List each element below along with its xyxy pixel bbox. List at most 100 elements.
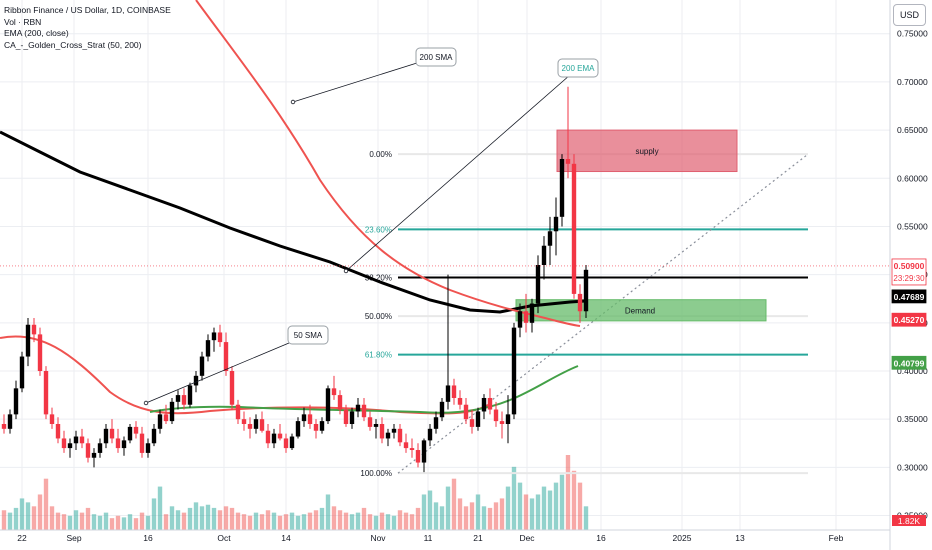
volume-bar <box>235 512 241 530</box>
candle-body <box>457 397 463 405</box>
candle-body <box>301 414 307 422</box>
volume-bar <box>253 512 259 530</box>
candle-body <box>67 443 73 449</box>
price-tick-label: 0.75000 <box>897 29 928 39</box>
candle-body <box>553 216 559 232</box>
price-tag-text: 0.40799 <box>894 358 925 368</box>
price-tag <box>891 289 927 304</box>
candle-body <box>415 450 421 463</box>
volume-bar <box>217 510 223 530</box>
candle-body <box>283 438 289 449</box>
volume-bar <box>205 504 211 530</box>
volume-bar <box>277 515 283 530</box>
volume-bar <box>319 507 325 530</box>
volume-bar <box>433 502 439 530</box>
sma-200-line <box>195 0 581 327</box>
candle-body <box>523 311 529 323</box>
sma-200-note-leader <box>292 56 437 103</box>
volume-bar <box>517 482 523 530</box>
fib-label: 50.00% <box>365 312 392 321</box>
volume-bar <box>331 506 337 530</box>
volume-bar <box>571 470 577 530</box>
candle-body <box>325 388 331 422</box>
candle-body <box>313 424 319 431</box>
time-tick-label: Feb <box>829 533 844 543</box>
volume-bar <box>85 507 91 530</box>
volume-bar <box>565 455 571 530</box>
volume-bar <box>505 486 511 530</box>
price-tick-label: 0.35000 <box>897 414 928 424</box>
candle-body <box>265 430 271 444</box>
volume-bar <box>265 510 271 530</box>
candle-body <box>475 411 481 427</box>
time-axis[interactable]: 22 Sep 16 Oct 14 Nov 11 21 Dec 16 2025 13 Feb <box>0 529 890 543</box>
volume-bar <box>13 507 19 530</box>
candle-body <box>439 401 445 418</box>
candle-body <box>211 332 217 341</box>
volume-bar <box>421 494 427 530</box>
volume-bar <box>25 502 31 530</box>
candle-body <box>403 442 409 449</box>
volume-bar <box>193 502 199 530</box>
volume-tag-text: 1.82K <box>898 516 921 526</box>
candle-body <box>157 414 163 429</box>
volume-bar <box>493 502 499 530</box>
candle-body <box>103 428 109 444</box>
volume-bar <box>169 506 175 530</box>
sma-200-note-text: 200 SMA <box>420 53 454 62</box>
volume-bar <box>397 510 403 530</box>
price-tick-label: 0.30000 <box>897 462 928 472</box>
volume-bar <box>229 507 235 530</box>
candle-body <box>505 414 511 424</box>
candle-body <box>163 414 169 422</box>
price-tag <box>891 312 927 327</box>
volume-bar <box>109 518 115 530</box>
volume-bar <box>79 512 85 530</box>
volume-bar <box>313 510 319 530</box>
volume-bar <box>295 515 301 530</box>
volume-bar <box>139 512 145 530</box>
volume-bar <box>289 512 295 530</box>
candle-body <box>331 388 337 396</box>
volume-bar <box>31 506 37 530</box>
volume-bar <box>181 512 187 530</box>
volume-bar <box>559 474 565 530</box>
legend-volume: Vol · RBN <box>4 16 42 27</box>
time-tick-label: Oct <box>217 533 231 543</box>
volume-bar <box>481 506 487 530</box>
candle-body <box>121 440 127 449</box>
volume-bar <box>271 512 277 530</box>
candle-body <box>205 340 211 357</box>
price-tag <box>891 258 927 286</box>
candle-body <box>127 426 133 441</box>
candle-body <box>277 433 283 439</box>
currency-button[interactable]: USD <box>893 4 926 26</box>
candle-body <box>79 436 85 444</box>
ema-200-note-box <box>557 58 599 78</box>
volume-bar <box>451 478 457 530</box>
sma-200-note-box <box>415 47 457 67</box>
ema-200-note-leader <box>345 67 579 272</box>
candle-body <box>115 438 121 449</box>
candle-body <box>499 421 505 424</box>
volume-bar <box>535 494 541 530</box>
volume-bar <box>355 512 361 530</box>
candle-body <box>421 440 427 463</box>
time-tick-label: 21 <box>473 533 483 543</box>
fib-label: 61.80% <box>365 351 392 360</box>
candle-body <box>229 371 235 405</box>
time-tick-label: Dec <box>519 533 535 543</box>
legend-ema: EMA (200, close) <box>4 28 69 38</box>
candle-body <box>73 436 79 444</box>
candle-body <box>463 404 469 420</box>
volume-bar <box>523 494 529 530</box>
volume-bar <box>55 512 61 530</box>
candle-body <box>529 303 535 323</box>
candle-body <box>199 356 205 376</box>
volume-bar <box>223 506 229 530</box>
volume-bar <box>121 517 127 530</box>
candle-body <box>559 159 565 217</box>
volume-bar <box>67 515 73 530</box>
